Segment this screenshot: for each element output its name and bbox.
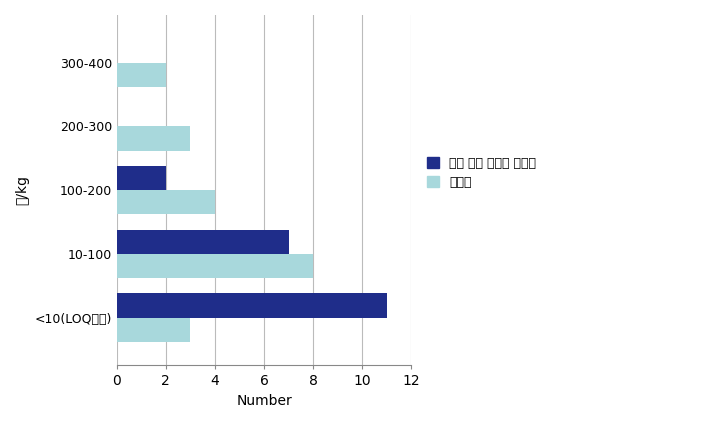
Bar — [117, 126, 190, 151]
Legend: 땅콩 또는 견과류 가공품, 조미김: 땅콩 또는 견과류 가공품, 조미김 — [421, 150, 542, 195]
Bar — [117, 166, 166, 190]
X-axis label: Number: Number — [236, 394, 292, 408]
Bar — [117, 318, 190, 342]
Bar — [117, 294, 387, 318]
Bar — [117, 190, 215, 214]
Bar — [117, 63, 166, 87]
Bar — [117, 254, 313, 278]
Bar — [117, 230, 289, 254]
Y-axis label: ㎍/kg: ㎍/kg — [15, 175, 29, 205]
